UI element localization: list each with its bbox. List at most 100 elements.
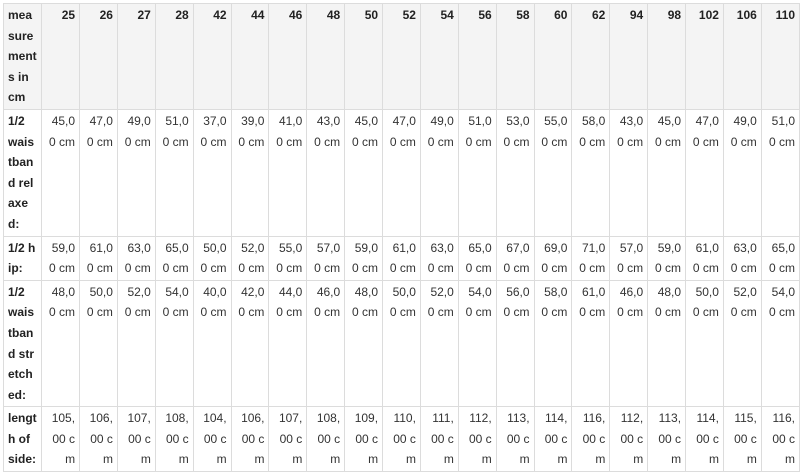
measurement-cell: 49,00 cm (419, 108, 459, 237)
size-header: 46 (268, 3, 308, 110)
measurement-cell: 44,00 cm (268, 279, 308, 408)
measurement-cell: 104,00 cm (192, 406, 232, 472)
size-header: 94 (609, 3, 649, 110)
measurement-cell: 41,00 cm (268, 108, 308, 237)
measurement-cell: 108,00 cm (306, 406, 346, 472)
measurement-cell: 106,00 cm (79, 406, 118, 472)
measurement-cell: 52,00 cm (116, 279, 156, 408)
row-label: length of side: (2, 406, 43, 472)
measurement-cell: 115,00 cm (722, 406, 762, 472)
size-header: 25 (41, 3, 81, 110)
measurement-cell: 57,00 cm (609, 235, 649, 281)
measurement-cell: 71,00 cm (571, 235, 611, 281)
size-header: 62 (571, 3, 611, 110)
measurement-cell: 61,00 cm (685, 235, 724, 281)
measurement-cell: 57,00 cm (306, 235, 346, 281)
size-chart-table: measurements in cm 25 26 27 28 42 44 46 48 50 52 5… (2, 3, 800, 472)
corner-header: measurements in cm (2, 3, 43, 110)
measurement-cell: 59,00 cm (647, 235, 687, 281)
header-row: measurements in cm 25 26 27 28 42 44 46 48 50 52 5… (2, 3, 800, 110)
measurement-cell: 59,00 cm (344, 235, 384, 281)
size-header: 44 (230, 3, 270, 110)
size-header: 58 (495, 3, 535, 110)
measurement-cell: 52,00 cm (230, 235, 270, 281)
measurement-cell: 65,00 cm (457, 235, 497, 281)
measurement-cell: 37,00 cm (192, 108, 232, 237)
measurement-cell: 61,00 cm (571, 279, 611, 408)
size-header: 42 (192, 3, 232, 110)
measurement-cell: 65,00 cm (760, 235, 800, 281)
measurement-cell: 50,00 cm (382, 279, 421, 408)
measurement-cell: 43,00 cm (609, 108, 649, 237)
table-row: 1/2 waistband relaxed: 45,00 cm 47,00 cm 49… (2, 108, 800, 237)
table-row: 1/2 waistband stretched: 48,00 cm 50,00 cm… (2, 279, 800, 408)
measurement-cell: 47,00 cm (685, 108, 724, 237)
measurement-cell: 43,00 cm (306, 108, 346, 237)
measurement-cell: 63,00 cm (419, 235, 459, 281)
measurement-cell: 113,00 cm (647, 406, 687, 472)
measurement-cell: 116,00 cm (760, 406, 800, 472)
measurement-cell: 61,00 cm (79, 235, 118, 281)
measurement-cell: 59,00 cm (41, 235, 81, 281)
measurement-cell: 56,00 cm (495, 279, 535, 408)
measurement-cell: 108,00 cm (154, 406, 194, 472)
measurement-cell: 55,00 cm (268, 235, 308, 281)
measurement-cell: 52,00 cm (419, 279, 459, 408)
measurement-cell: 63,00 cm (116, 235, 156, 281)
measurement-cell: 47,00 cm (382, 108, 421, 237)
measurement-cell: 111,00 cm (419, 406, 459, 472)
measurement-cell: 69,00 cm (533, 235, 573, 281)
measurement-cell: 53,00 cm (495, 108, 535, 237)
measurement-cell: 52,00 cm (722, 279, 762, 408)
measurement-cell: 107,00 cm (116, 406, 156, 472)
measurement-cell: 113,00 cm (495, 406, 535, 472)
measurement-cell: 116,00 cm (571, 406, 611, 472)
measurement-cell: 109,00 cm (344, 406, 384, 472)
measurement-cell: 46,00 cm (609, 279, 649, 408)
measurement-cell: 54,00 cm (154, 279, 194, 408)
measurement-cell: 107,00 cm (268, 406, 308, 472)
row-label: 1/2 waistband relaxed: (2, 108, 43, 237)
size-header: 110 (760, 3, 800, 110)
size-header: 106 (722, 3, 762, 110)
size-header: 52 (382, 3, 421, 110)
measurement-cell: 48,00 cm (344, 279, 384, 408)
measurement-cell: 49,00 cm (116, 108, 156, 237)
measurement-cell: 106,00 cm (230, 406, 270, 472)
size-header: 54 (419, 3, 459, 110)
measurement-cell: 45,00 cm (647, 108, 687, 237)
measurement-cell: 114,00 cm (533, 406, 573, 472)
measurement-cell: 46,00 cm (306, 279, 346, 408)
size-header: 56 (457, 3, 497, 110)
measurement-cell: 58,00 cm (533, 279, 573, 408)
table-row: 1/2 hip: 59,00 cm 61,00 cm 63,00 cm 65,00 cm… (2, 235, 800, 281)
size-header: 60 (533, 3, 573, 110)
measurement-cell: 48,00 cm (41, 279, 81, 408)
measurement-cell: 50,00 cm (192, 235, 232, 281)
measurement-cell: 58,00 cm (571, 108, 611, 237)
size-header: 98 (647, 3, 687, 110)
measurement-cell: 105,00 cm (41, 406, 81, 472)
measurement-cell: 110,00 cm (382, 406, 421, 472)
measurement-cell: 55,00 cm (533, 108, 573, 237)
size-header: 27 (116, 3, 156, 110)
size-header: 26 (79, 3, 118, 110)
measurement-cell: 51,00 cm (760, 108, 800, 237)
measurement-cell: 49,00 cm (722, 108, 762, 237)
measurement-cell: 48,00 cm (647, 279, 687, 408)
table-row: length of side: 105,00 cm 106,00 cm 107,00 … (2, 406, 800, 472)
measurement-cell: 51,00 cm (154, 108, 194, 237)
measurement-cell: 45,00 cm (41, 108, 81, 237)
measurement-cell: 112,00 cm (457, 406, 497, 472)
measurement-cell: 67,00 cm (495, 235, 535, 281)
measurement-cell: 54,00 cm (457, 279, 497, 408)
measurement-cell: 50,00 cm (685, 279, 724, 408)
measurement-cell: 40,00 cm (192, 279, 232, 408)
measurement-cell: 61,00 cm (382, 235, 421, 281)
measurement-cell: 114,00 cm (685, 406, 724, 472)
size-header: 50 (344, 3, 384, 110)
measurement-cell: 63,00 cm (722, 235, 762, 281)
measurement-cell: 51,00 cm (457, 108, 497, 237)
measurement-cell: 42,00 cm (230, 279, 270, 408)
measurement-cell: 54,00 cm (760, 279, 800, 408)
